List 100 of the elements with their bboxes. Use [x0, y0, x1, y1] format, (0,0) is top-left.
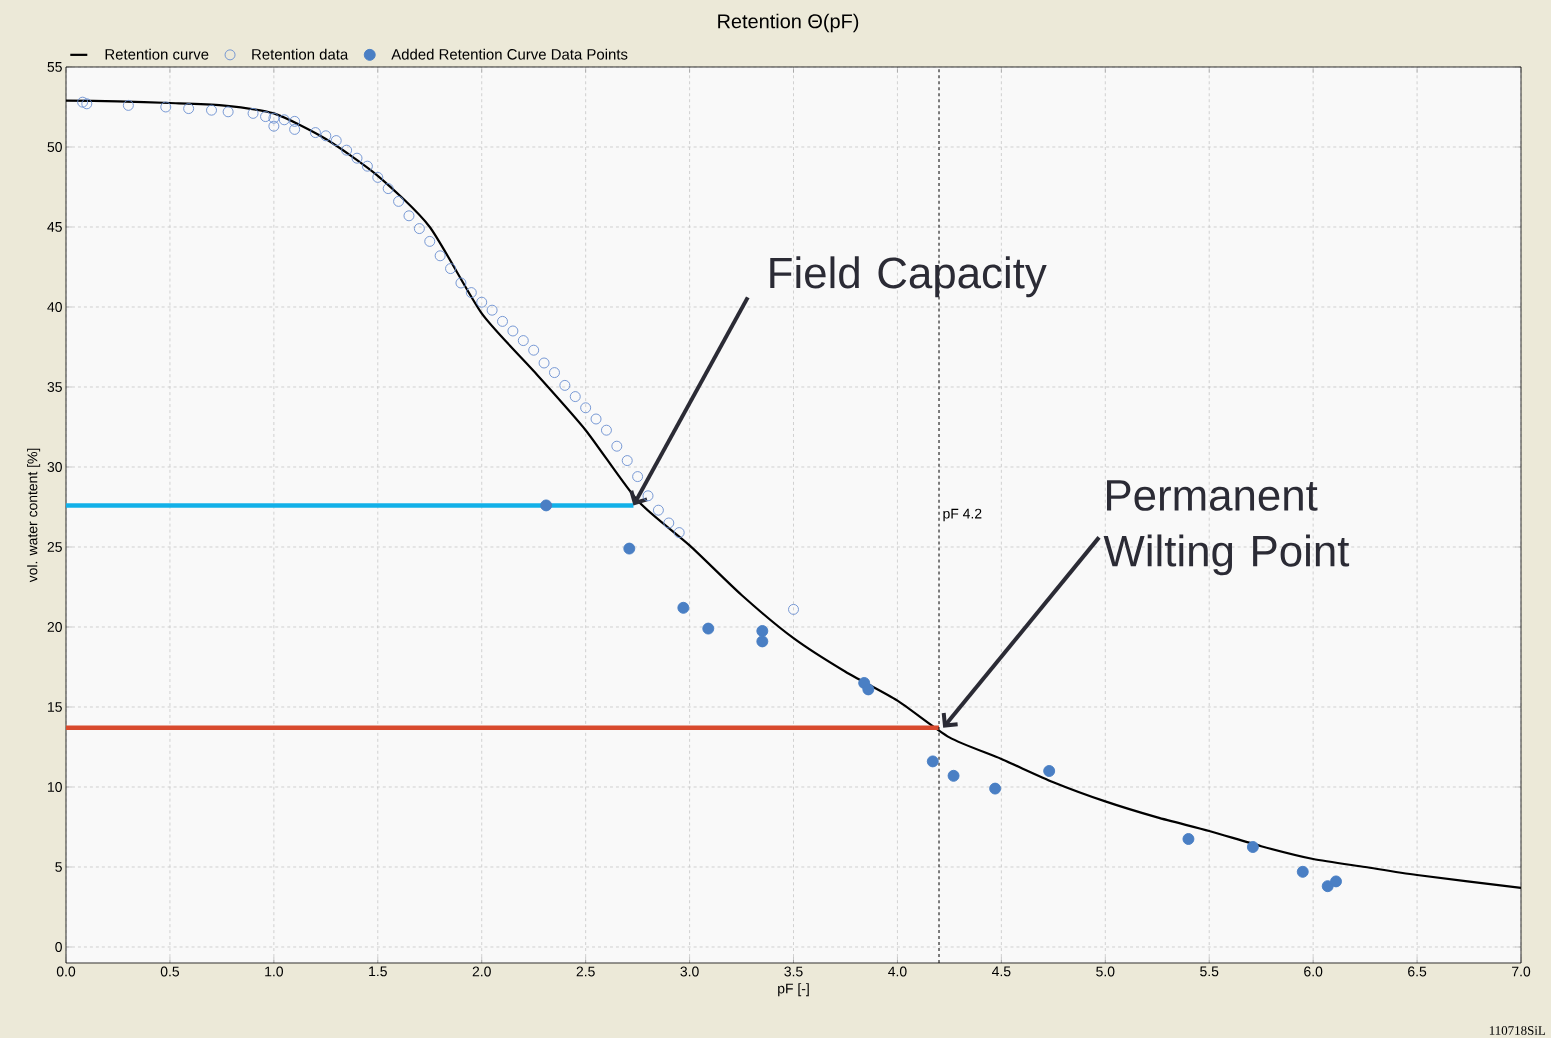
point — [517, 335, 529, 347]
point — [77, 96, 89, 108]
point — [372, 171, 384, 183]
point — [434, 250, 446, 262]
point — [393, 195, 405, 207]
point — [413, 223, 425, 235]
point — [403, 210, 415, 222]
y-tick-label: 5 — [55, 862, 62, 872]
point — [580, 402, 592, 414]
point — [673, 527, 685, 539]
legend-label: Retention curve — [105, 48, 209, 60]
y-axis-title: vol. water content [%] — [27, 448, 41, 583]
point — [361, 160, 373, 172]
point — [486, 304, 498, 316]
point — [632, 471, 644, 483]
x-tick-label: 2.0 — [472, 966, 491, 977]
x-tick-label: 4.0 — [888, 966, 907, 977]
point — [756, 625, 769, 637]
point — [247, 107, 259, 119]
point — [289, 123, 301, 135]
x-tick-label: 3.5 — [784, 966, 803, 977]
point — [590, 413, 602, 425]
y-tick-label: 10 — [48, 782, 62, 792]
point — [278, 114, 290, 126]
point — [507, 325, 519, 337]
point — [642, 490, 654, 502]
annotation: Permanent Wilting Point — [1103, 480, 1350, 576]
y-tick-label: 15 — [48, 702, 62, 712]
x-tick-label: 1.0 — [265, 966, 284, 977]
point — [122, 99, 134, 111]
point — [309, 127, 321, 139]
x-tick-label: 2.5 — [576, 966, 595, 977]
point — [382, 183, 394, 195]
point — [81, 98, 93, 110]
legend-label: Retention data — [252, 48, 349, 60]
x-tick-label: 3.0 — [680, 966, 699, 977]
x-tick-label: 5.5 — [1200, 966, 1219, 977]
point — [183, 103, 195, 115]
point — [320, 130, 332, 142]
point — [528, 344, 540, 356]
y-tick-label: 25 — [47, 542, 62, 552]
point — [1296, 865, 1309, 878]
point — [289, 115, 301, 127]
point — [497, 315, 508, 327]
x-tick-label: 1.5 — [369, 966, 387, 977]
text: 110718SiL — [1489, 1026, 1546, 1035]
point — [652, 504, 664, 516]
point — [160, 101, 172, 113]
y-tick-label: 55 — [47, 62, 62, 72]
point — [1246, 841, 1259, 853]
point — [330, 135, 342, 147]
point — [445, 263, 456, 275]
ref-line-label: pF 4.2 — [943, 508, 982, 522]
point — [1321, 880, 1334, 893]
point — [424, 235, 436, 247]
chart-title: Retention Θ(pF) — [718, 13, 859, 33]
x-tick-label: 0.0 — [56, 966, 76, 977]
point — [476, 296, 488, 308]
x-tick-label: 6.0 — [1304, 966, 1323, 977]
point — [351, 152, 363, 164]
x-axis-title: pF [-] — [778, 983, 809, 997]
point — [549, 367, 560, 379]
point — [702, 622, 715, 635]
x-tick-label: 4.5 — [991, 966, 1011, 977]
point — [611, 440, 623, 452]
point — [1330, 875, 1342, 888]
point — [623, 542, 636, 555]
point — [222, 106, 234, 118]
y-tick-label: 0 — [55, 942, 62, 952]
point — [569, 391, 581, 403]
x-tick-label: 7.0 — [1512, 966, 1531, 977]
y-tick-label: 20 — [47, 622, 62, 632]
point — [268, 120, 280, 132]
point — [465, 287, 477, 299]
y-tick-label: 35 — [47, 382, 62, 392]
point — [268, 112, 280, 124]
y-tick-label: 50 — [47, 142, 62, 152]
point — [540, 499, 553, 512]
point — [1182, 833, 1195, 845]
point — [926, 755, 939, 768]
point — [947, 769, 960, 782]
y-tick-label: 40 — [47, 302, 62, 312]
y-tick-label: 45 — [47, 222, 62, 232]
point — [1043, 765, 1056, 777]
point — [663, 517, 675, 529]
x-tick-label: 6.5 — [1408, 966, 1427, 977]
point — [455, 277, 467, 289]
y-tick-label: 30 — [47, 462, 62, 472]
point — [621, 455, 633, 467]
point — [538, 357, 550, 369]
point — [862, 683, 875, 696]
point — [756, 635, 769, 648]
point — [677, 601, 690, 614]
point — [341, 144, 353, 156]
point — [559, 379, 571, 391]
x-tick-label: 5.0 — [1096, 966, 1115, 977]
point — [788, 603, 799, 615]
point — [206, 104, 217, 116]
legend-label: Added Retention Curve Data Points — [391, 48, 628, 60]
point — [989, 782, 1002, 795]
